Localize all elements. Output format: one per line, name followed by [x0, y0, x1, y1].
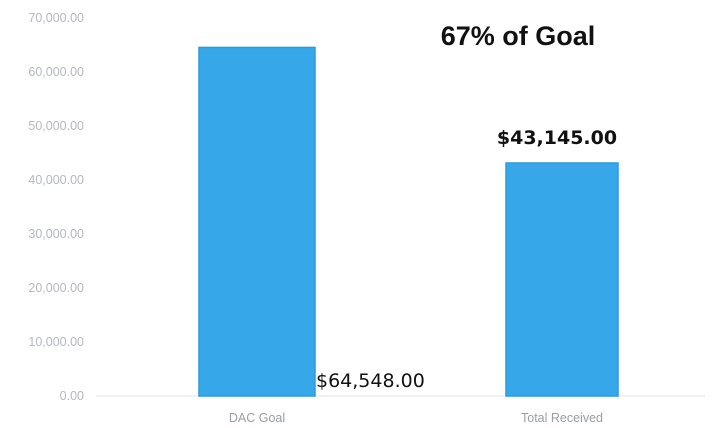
x-tick-label: Total Received [521, 411, 603, 425]
x-tick-label: DAC Goal [229, 411, 285, 425]
y-tick-label: 70,000.00 [28, 11, 84, 25]
y-tick-label: 10,000.00 [28, 335, 84, 349]
y-tick-label: 0.00 [60, 389, 84, 403]
chart-title: 67% of Goal [441, 21, 596, 51]
y-axis: 0.00 10,000.00 20,000.00 30,000.00 40,000.00… [28, 11, 84, 403]
y-tick-label: 50,000.00 [28, 119, 84, 133]
y-tick-label: 30,000.00 [28, 227, 84, 241]
data-label-total-received: $43,145.00 [497, 127, 617, 149]
y-tick-label: 20,000.00 [28, 281, 84, 295]
x-axis: DAC Goal Total Received [229, 411, 603, 425]
bars [198, 46, 619, 397]
bar-total-received [505, 162, 619, 397]
bar-dac-goal [198, 46, 316, 397]
data-label-dac-goal: $64,548.00 [316, 370, 425, 392]
y-tick-label: 40,000.00 [28, 173, 84, 187]
y-tick-label: 60,000.00 [28, 65, 84, 79]
